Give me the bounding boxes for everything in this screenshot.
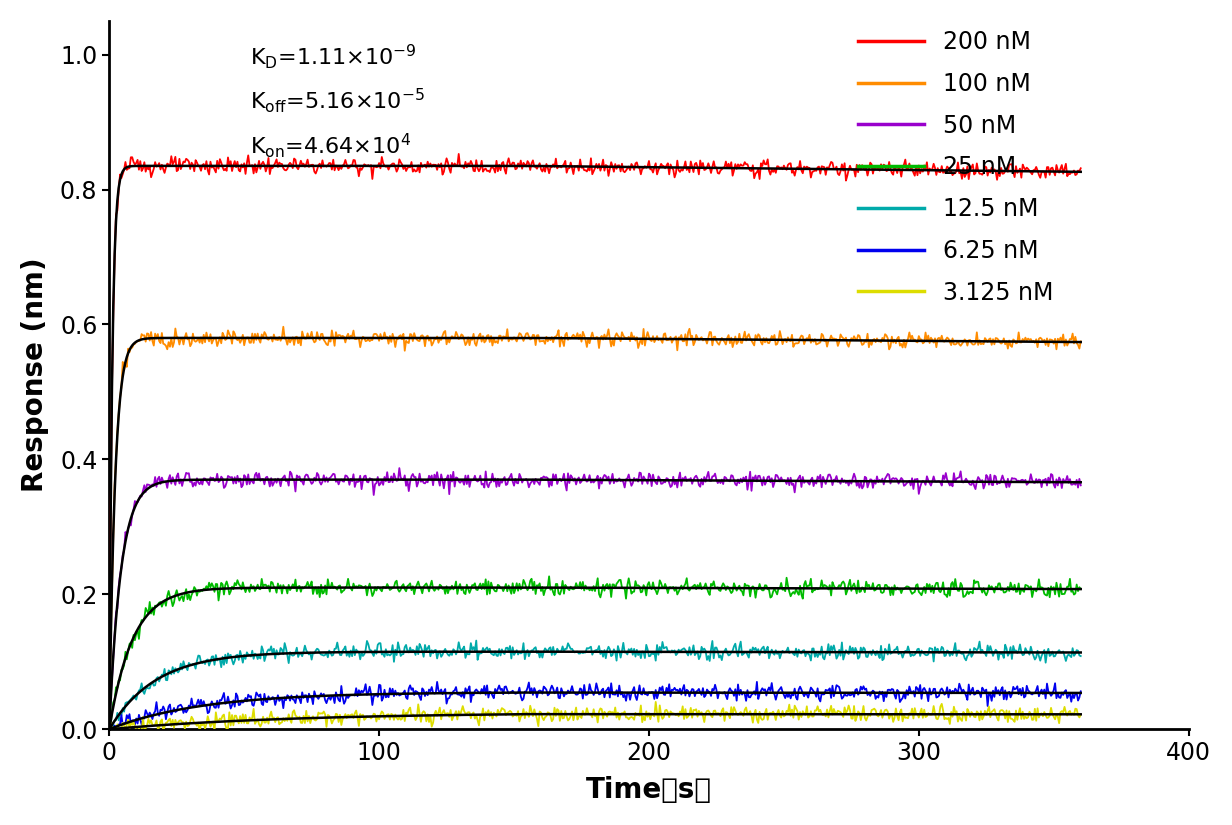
Y-axis label: Response (nm): Response (nm) bbox=[21, 257, 49, 493]
Legend: 200 nM, 100 nM, 50 nM, 25 nM, 12.5 nM, 6.25 nM, 3.125 nM: 200 nM, 100 nM, 50 nM, 25 nM, 12.5 nM, 6… bbox=[849, 21, 1063, 314]
Text: K$_\mathrm{D}$=1.11×10$^{-9}$
K$_\mathrm{off}$=5.16×10$^{-5}$
K$_\mathrm{on}$=4.: K$_\mathrm{D}$=1.11×10$^{-9}$ K$_\mathrm… bbox=[250, 42, 425, 160]
X-axis label: Time（s）: Time（s） bbox=[586, 776, 712, 804]
